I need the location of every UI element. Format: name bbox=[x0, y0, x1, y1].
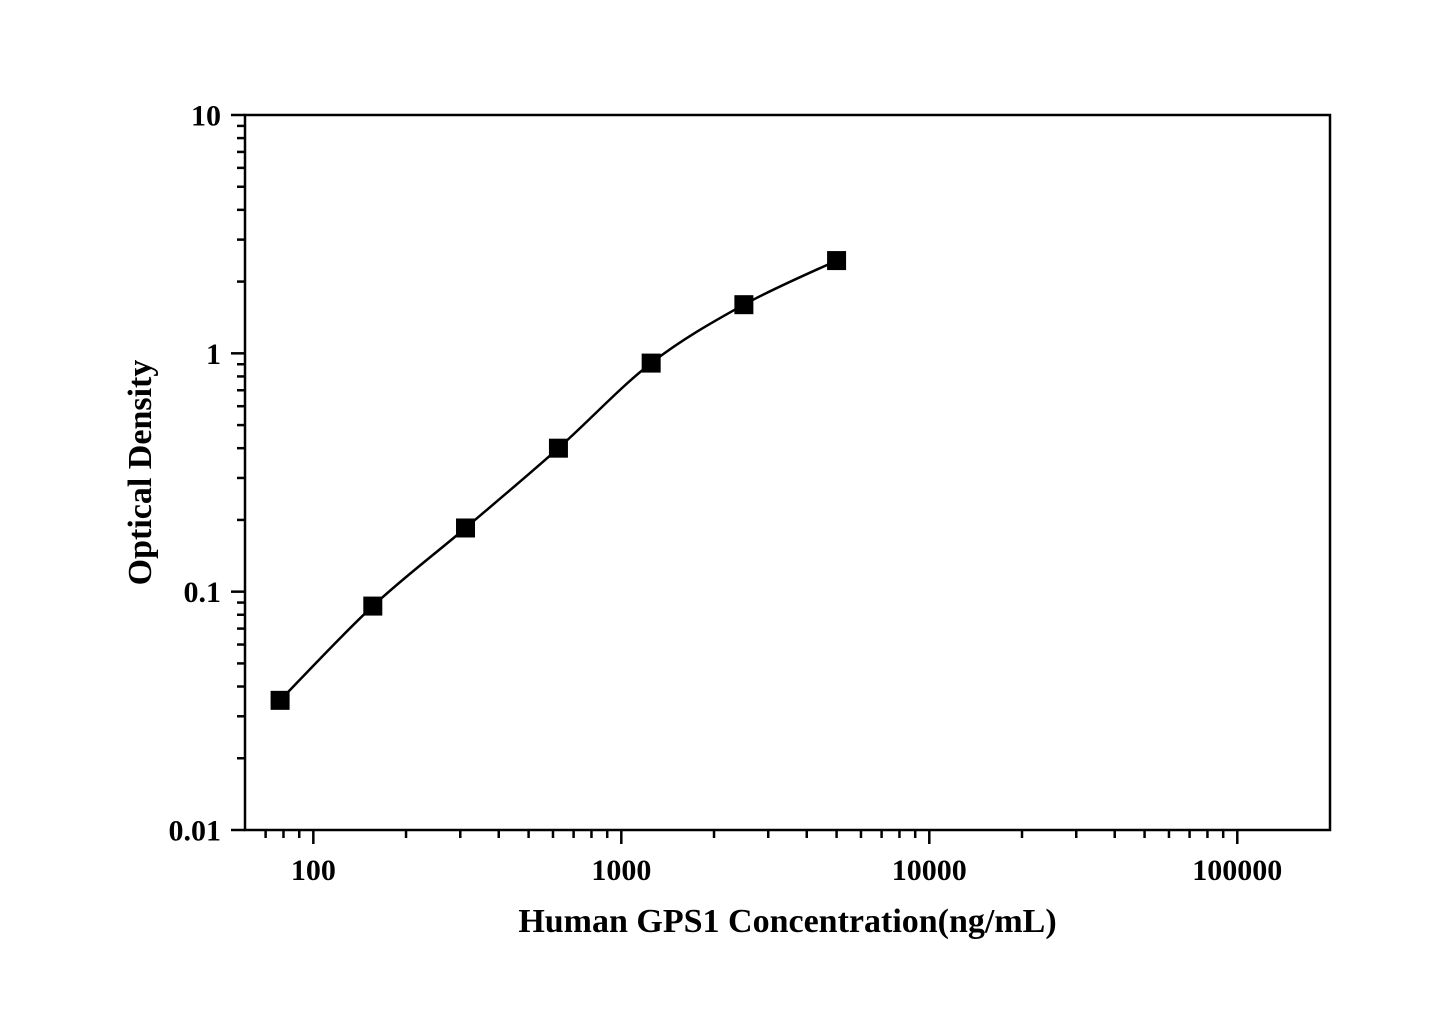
data-point-marker bbox=[549, 439, 567, 457]
x-tick-label: 1000 bbox=[591, 854, 651, 887]
x-tick-label: 100 bbox=[291, 854, 336, 887]
standard-curve-chart: 100 1000 10000 100000 Human GPS1 Concentrati… bbox=[0, 0, 1445, 1009]
y-axis-title: Optical Density bbox=[122, 360, 159, 586]
data-point-marker bbox=[364, 597, 382, 615]
data-point-marker bbox=[735, 296, 753, 314]
y-tick-label: 0.1 bbox=[184, 576, 222, 609]
data-point-marker bbox=[271, 691, 289, 709]
y-tick-label: 10 bbox=[191, 100, 221, 133]
data-point-marker bbox=[457, 519, 475, 537]
chart-container: 100 1000 10000 100000 Human GPS1 Concentrati… bbox=[0, 0, 1445, 1009]
data-point-marker bbox=[828, 252, 846, 270]
y-tick-label: 1 bbox=[206, 338, 221, 371]
x-tick-label: 10000 bbox=[892, 854, 967, 887]
y-tick-label: 0.01 bbox=[169, 815, 222, 848]
x-tick-label: 100000 bbox=[1192, 854, 1282, 887]
x-axis-title: Human GPS1 Concentration(ng/mL) bbox=[518, 903, 1056, 940]
data-point-marker bbox=[642, 354, 660, 372]
